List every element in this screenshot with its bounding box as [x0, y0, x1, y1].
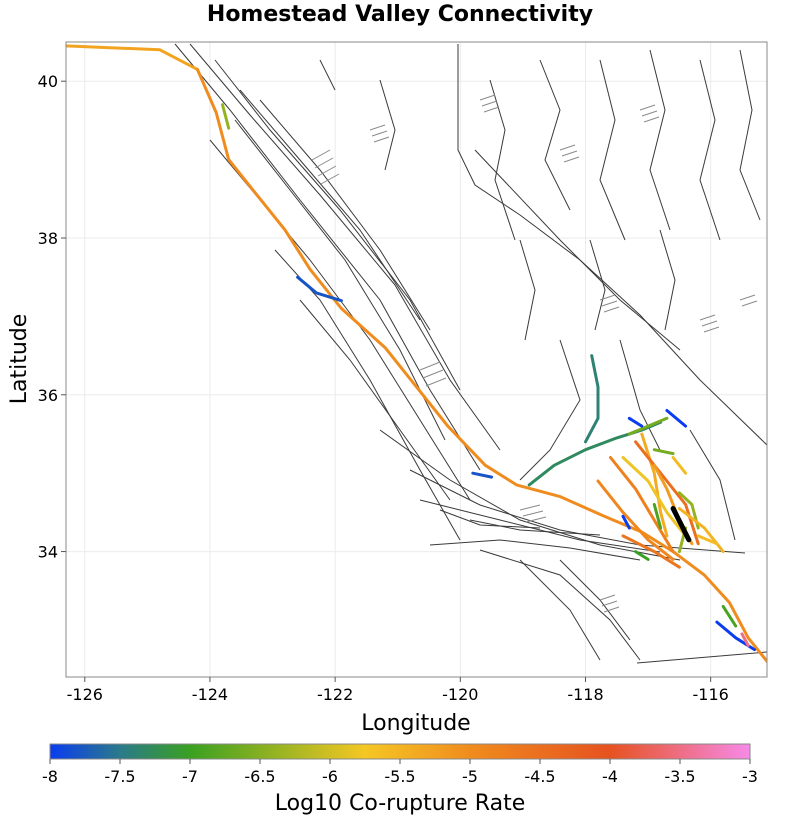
x-tick-label: -124 [192, 685, 228, 704]
rupture-segment [721, 604, 738, 628]
y-tick-label: 40 [38, 72, 58, 91]
rupture-segment [634, 440, 700, 546]
rupture-segment [671, 456, 688, 475]
y-tick-label: 38 [38, 229, 58, 248]
grid-lines [66, 42, 767, 677]
rupture-segment [652, 503, 663, 530]
colorbar-tick-label: -8 [42, 767, 58, 786]
fault-dip-ladders [311, 94, 758, 613]
x-axis-ticks: -126 -124 -122 -120 -118 -116 [67, 677, 729, 704]
rupture-segment [66, 44, 199, 71]
colorbar-tick-label: -7.5 [104, 767, 135, 786]
x-tick-label: -118 [567, 685, 603, 704]
x-tick-label: -122 [317, 685, 353, 704]
colorbar-tick-label: -5.5 [384, 767, 415, 786]
x-tick-label: -126 [67, 685, 103, 704]
colorbar-label: Log10 Co-rupture Rate [275, 791, 526, 816]
x-axis-label: Longitude [361, 711, 470, 736]
rupture-segment [296, 275, 343, 303]
rupture-segment [621, 534, 681, 569]
colorbar-tick-label: -6 [322, 767, 338, 786]
rupture-segment [621, 514, 631, 530]
x-tick-label: -116 [693, 685, 729, 704]
rupture-segment [627, 416, 669, 436]
y-tick-label: 36 [38, 386, 58, 405]
colorbar-tick-label: -6.5 [244, 767, 275, 786]
x-tick-label: -120 [442, 685, 478, 704]
y-axis-ticks: 34 36 38 40 [38, 72, 66, 562]
colorbar-tick-label: -3 [742, 767, 758, 786]
rupture-segment [740, 632, 750, 648]
rupture-segment [609, 456, 675, 554]
rupture-segment [696, 534, 719, 546]
rupture-segment [640, 432, 669, 538]
colorbar-tick-label: -4.5 [524, 767, 555, 786]
rupture-segment [471, 471, 494, 479]
rupture-segment [596, 479, 675, 561]
colorbar-tick-label: -4 [602, 767, 618, 786]
homestead-valley-source-fault [670, 506, 692, 543]
rupture-segment [634, 550, 650, 561]
rupture-segments [66, 44, 767, 663]
colorbar-tick-label: -3.5 [664, 767, 695, 786]
plot-background [66, 42, 767, 677]
colorbar-tick-label: -5 [462, 767, 478, 786]
rupture-segment [221, 103, 231, 130]
colorbar-ticks: -8 -7.5 -7 -6.5 -6 -5.5 -5 -4.5 -4 -3.5 -3 [42, 759, 758, 786]
rupture-segment [621, 456, 688, 538]
colorbar [49, 743, 751, 760]
rupture-segment [195, 67, 767, 663]
rupture-segment [584, 354, 600, 444]
page-title: Homestead Valley Connectivity [206, 2, 594, 27]
rupture-segment [627, 416, 644, 428]
colorbar-tick-label: -7 [182, 767, 198, 786]
y-axis-label: Latitude [7, 314, 32, 405]
rupture-segment [652, 448, 675, 456]
rupture-segment [665, 409, 688, 428]
plot-frame [65, 41, 768, 678]
y-tick-label: 34 [38, 543, 58, 562]
